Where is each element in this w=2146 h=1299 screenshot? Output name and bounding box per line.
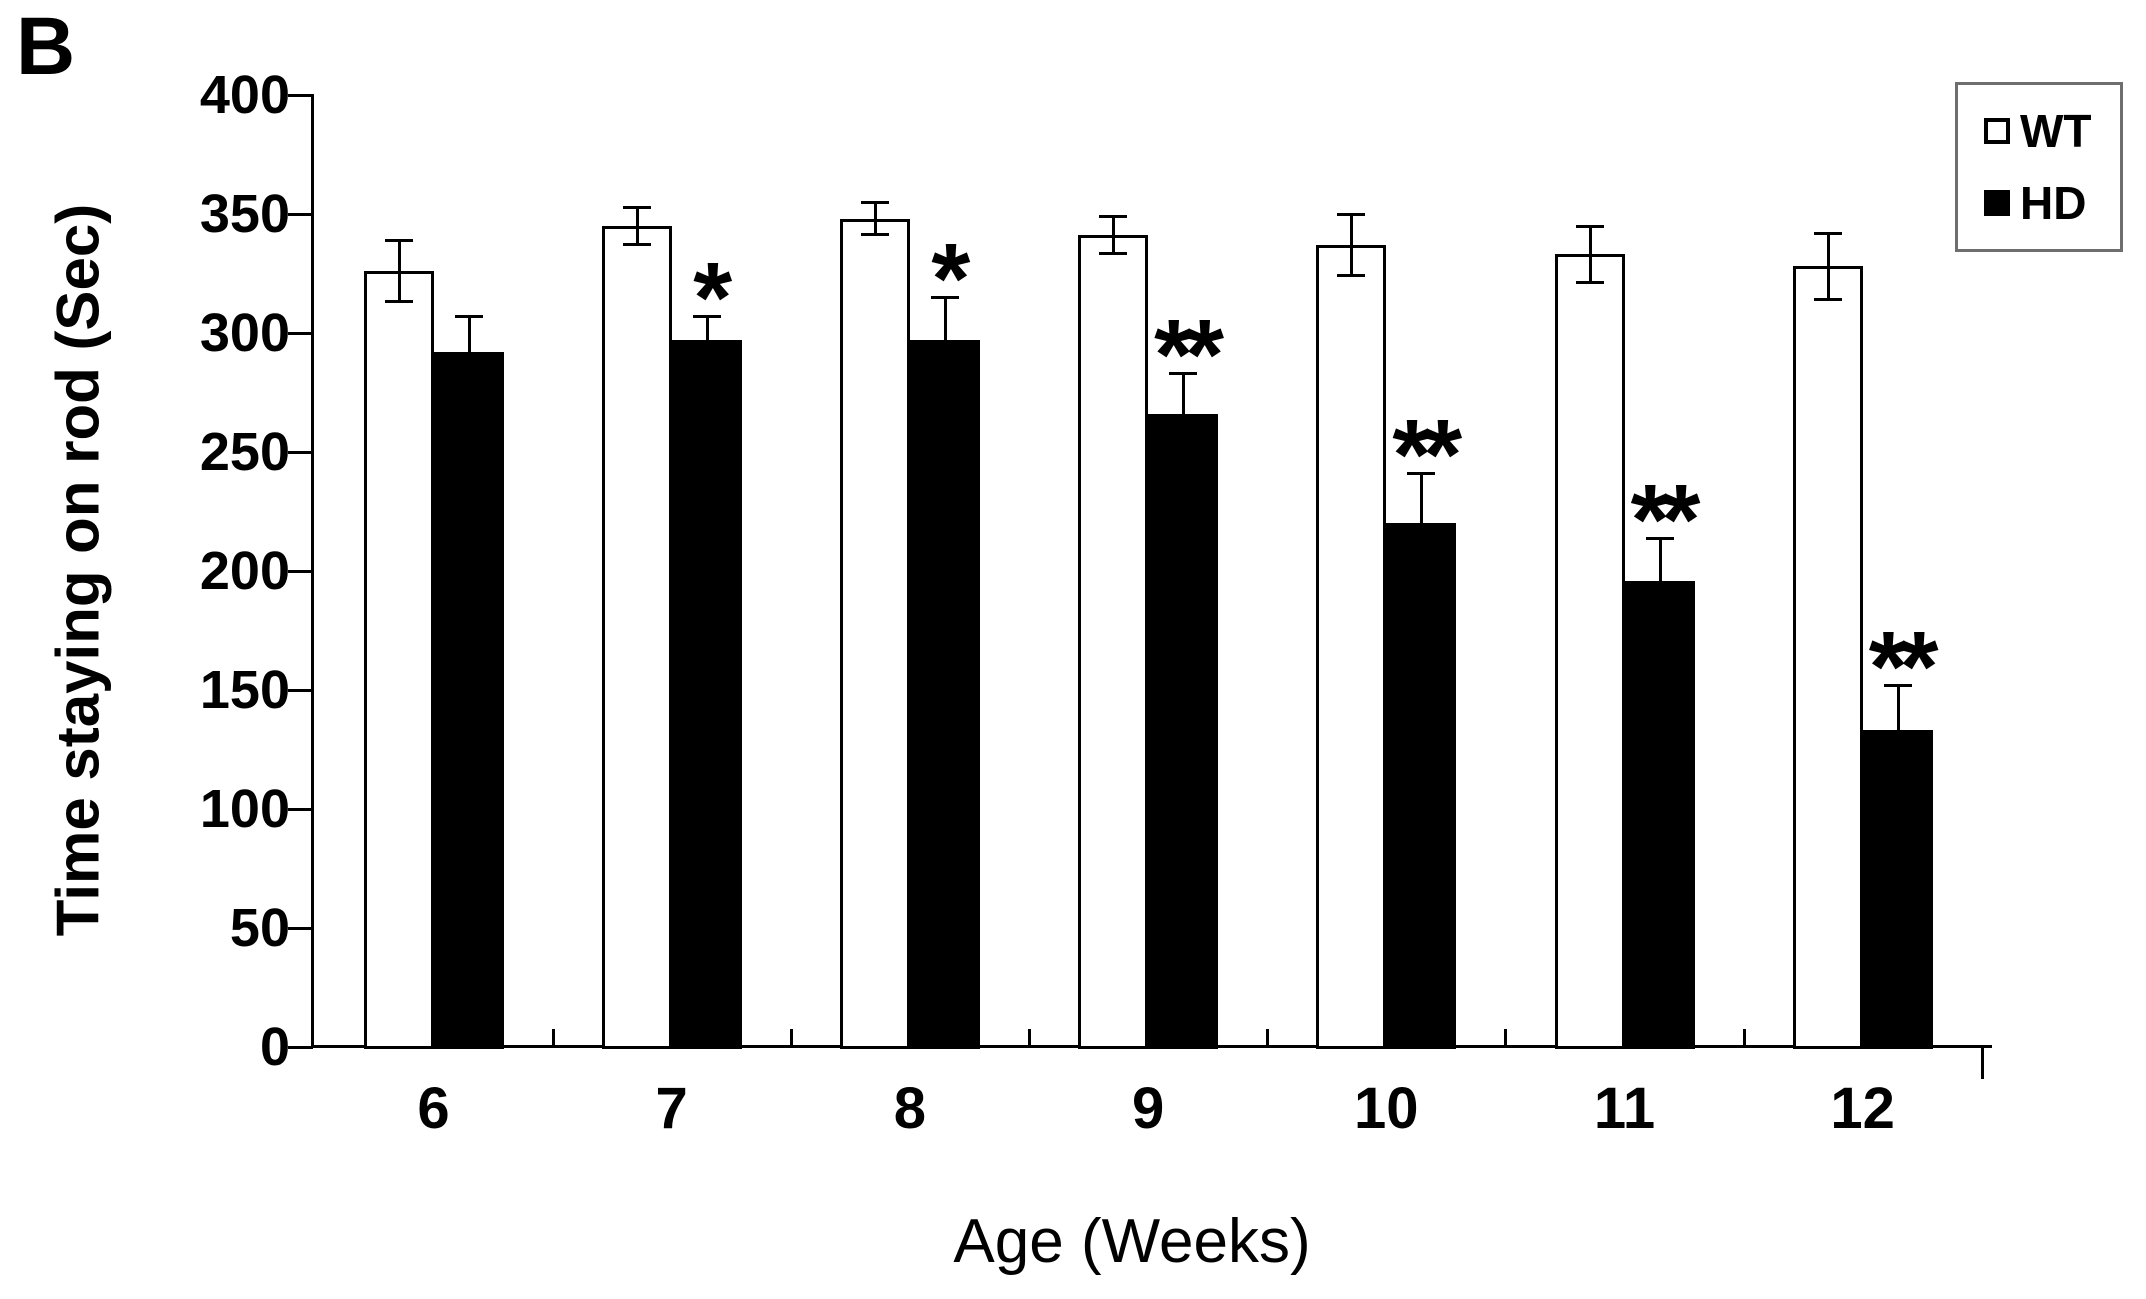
legend-item-hd: HD [1984,180,2120,226]
significance-mark-week-11: ** [1630,463,1701,576]
error-cap [1337,273,1366,277]
bar-hd-week-6 [433,352,504,1049]
y-tick-label-50: 50 [229,898,290,958]
error-cap [622,205,651,209]
error-bar-wt-week-7 [635,206,639,245]
error-bar-hd-week-7 [705,316,709,341]
error-bar-hd-week-10 [1420,473,1424,524]
axis-end-tick [1980,1047,1984,1079]
category-separator-tick [551,1029,555,1047]
y-tick-0 [288,1046,313,1049]
error-bar-hd-week-11 [1658,537,1662,581]
y-tick-200 [288,570,313,573]
y-tick-350 [288,213,313,216]
bar-wt-week-6 [363,271,434,1049]
x-tick-label-10: 10 [1354,1076,1419,1141]
error-cap [1099,215,1128,219]
error-cap [692,315,721,319]
error-bar-wt-week-11 [1588,225,1592,283]
bar-wt-week-10 [1316,244,1387,1049]
error-cap [1575,224,1604,228]
y-tick-50 [288,927,313,930]
y-tick-label-400: 400 [199,65,290,125]
bar-hd-week-10 [1386,523,1457,1049]
error-bar-wt-week-6 [397,240,401,303]
legend-label-hd: HD [2020,177,2087,229]
y-tick-150 [288,689,313,692]
category-separator-tick [789,1029,793,1047]
error-cap [1883,684,1912,688]
error-cap [930,296,959,300]
x-axis-title: Age (Weeks) [953,1207,1311,1276]
error-cap [1407,472,1436,476]
error-cap [454,315,483,319]
error-bar-hd-week-6 [467,316,471,353]
error-bar-wt-week-10 [1350,214,1354,276]
error-cap [1099,252,1128,256]
significance-mark-week-8: * [931,223,970,336]
y-axis-title: Time staying on rod (Sec) [44,203,112,937]
significance-mark-week-9: ** [1154,299,1224,412]
bar-hd-week-11 [1624,580,1695,1049]
error-bar-wt-week-12 [1826,233,1830,300]
x-tick-label-9: 9 [1131,1076,1165,1141]
x-tick-label-8: 8 [893,1076,927,1141]
significance-mark-week-12: ** [1868,611,1939,724]
y-tick-400 [288,94,313,97]
bar-hd-week-8 [909,340,980,1049]
y-tick-label-350: 350 [199,184,290,244]
error-bar-hd-week-8 [943,297,947,341]
significance-mark-week-10: ** [1392,399,1462,512]
y-tick-label-150: 150 [199,660,290,720]
legend: WT HD [1955,82,2123,252]
error-cap [1169,372,1198,376]
error-bar-hd-week-9 [1182,373,1186,414]
hd-swatch-icon [1984,190,2010,216]
y-tick-300 [288,332,313,335]
error-cap [384,239,413,243]
error-bar-wt-week-8 [873,202,877,236]
bar-wt-week-7 [601,225,672,1049]
x-tick-label-11: 11 [1593,1076,1656,1141]
bar-hd-week-9 [1148,413,1219,1049]
y-tick-label-100: 100 [199,779,290,839]
panel-label: B [16,1,76,92]
category-separator-tick [1504,1029,1508,1047]
error-bar-hd-week-12 [1896,685,1900,731]
bar-wt-week-9 [1078,235,1149,1049]
y-tick-label-0: 0 [259,1017,290,1077]
error-cap [1813,297,1842,301]
y-tick-label-200: 200 [199,541,290,601]
bar-hd-week-7 [671,340,742,1049]
x-tick-label-7: 7 [655,1076,688,1141]
y-tick-100 [288,808,313,811]
legend-item-wt: WT [1984,108,2120,154]
error-cap [1813,232,1842,236]
error-cap [860,233,889,237]
x-tick-label-12: 12 [1830,1076,1895,1141]
error-bar-wt-week-9 [1112,216,1116,255]
error-cap [622,242,651,246]
error-cap [1645,536,1674,540]
bar-wt-week-12 [1792,266,1863,1049]
category-separator-tick [1266,1029,1270,1047]
significance-mark-week-7: * [693,242,732,355]
bar-wt-week-8 [839,218,910,1049]
bar-hd-week-12 [1862,730,1933,1049]
error-cap [860,201,889,205]
category-separator-tick [1742,1029,1746,1047]
wt-swatch-icon [1984,118,2010,144]
legend-label-wt: WT [2020,105,2092,157]
category-separator-tick [1028,1029,1031,1047]
y-tick-label-300: 300 [199,303,290,363]
x-tick-label-6: 6 [417,1076,450,1141]
y-tick-250 [288,451,313,454]
error-cap [384,300,413,304]
error-cap [1337,213,1366,216]
error-cap [1575,281,1604,285]
y-tick-label-250: 250 [199,422,290,482]
bar-wt-week-11 [1554,254,1625,1049]
